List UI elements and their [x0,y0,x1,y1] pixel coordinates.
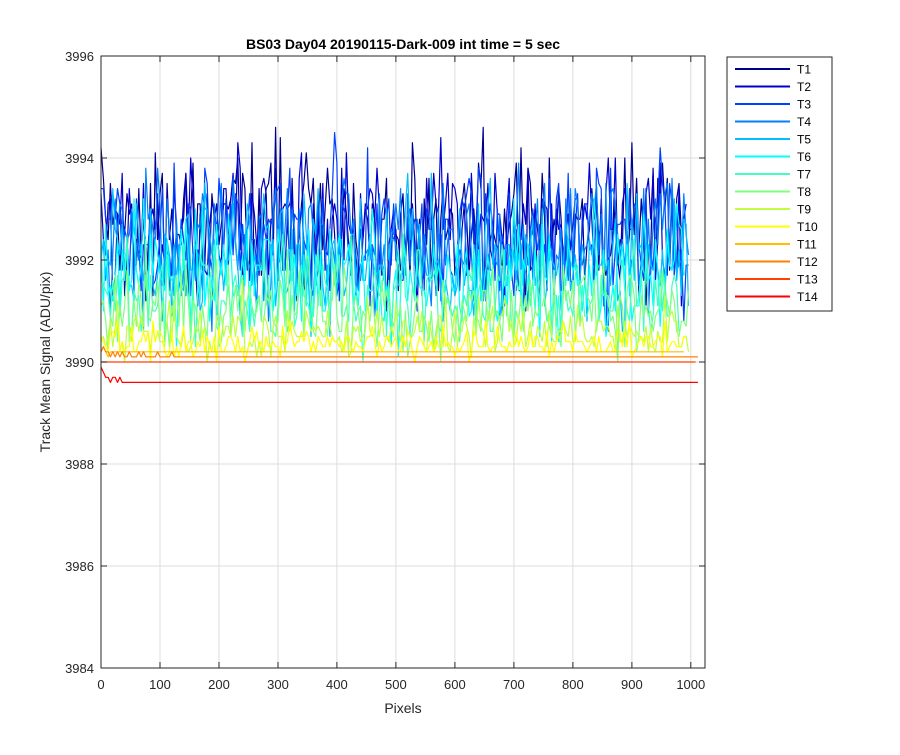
x-tick-label: 500 [385,677,407,692]
y-tick-label: 3988 [65,457,94,472]
series-line-t5 [100,172,690,338]
x-tick-label: 100 [149,677,171,692]
legend-box [726,56,833,312]
legend-label-t11: T11 [797,238,817,252]
legend-label-t1: T1 [797,63,811,77]
y-tick-label: 3986 [65,559,94,574]
x-tick-label: 0 [97,677,104,692]
legend-label-t2: T2 [797,80,811,94]
y-tick-label: 3984 [65,661,94,676]
legend-label-t10: T10 [797,220,818,234]
x-tick-label: 900 [621,677,643,692]
series-line-t9 [100,279,690,363]
series-line-t12 [100,346,698,358]
x-axis-label: Pixels [384,700,421,716]
series-line-t11 [100,346,684,358]
legend-label-t9: T9 [797,203,811,217]
x-tick-label: 1000 [676,677,705,692]
x-tick-label: 300 [267,677,289,692]
y-tick-label: 3990 [65,355,94,370]
series-line-t4 [100,162,690,332]
x-tick-label: 400 [326,677,348,692]
legend-label-t7: T7 [797,168,811,182]
legend-label-t13: T13 [797,273,818,287]
legend-label-t14: T14 [797,290,818,304]
series-line-t14 [100,366,698,383]
x-tick-label: 800 [562,677,584,692]
chart-title: BS03 Day04 20190115-Dark-009 int time = … [246,36,560,52]
series-line-t10 [100,320,687,363]
y-tick-label: 3992 [65,253,94,268]
y-tick-label: 3994 [65,151,94,166]
legend-label-t5: T5 [797,133,811,147]
legend-label-t8: T8 [797,185,811,199]
legend-label-t4: T4 [797,115,811,129]
x-tick-label: 700 [503,677,525,692]
x-tick-label: 600 [444,677,466,692]
series-line-t7 [100,233,680,363]
y-tick-label: 3996 [65,49,94,64]
legend-label-t6: T6 [797,150,811,164]
legend-label-t3: T3 [797,98,811,112]
y-axis-label: Track Mean Signal (ADU/pix) [37,272,53,453]
axis-ticks: 0 100 200 300 400 500 600 700 800 900 1000 3984 3986… [65,49,705,692]
legend: T1 T2 T3 T4 T5 T6 T7 T8 T9 T10 T11 T12 T13 T14 [726,56,833,312]
legend-label-t12: T12 [797,255,818,269]
series-lines [100,126,698,383]
x-tick-label: 200 [208,677,230,692]
